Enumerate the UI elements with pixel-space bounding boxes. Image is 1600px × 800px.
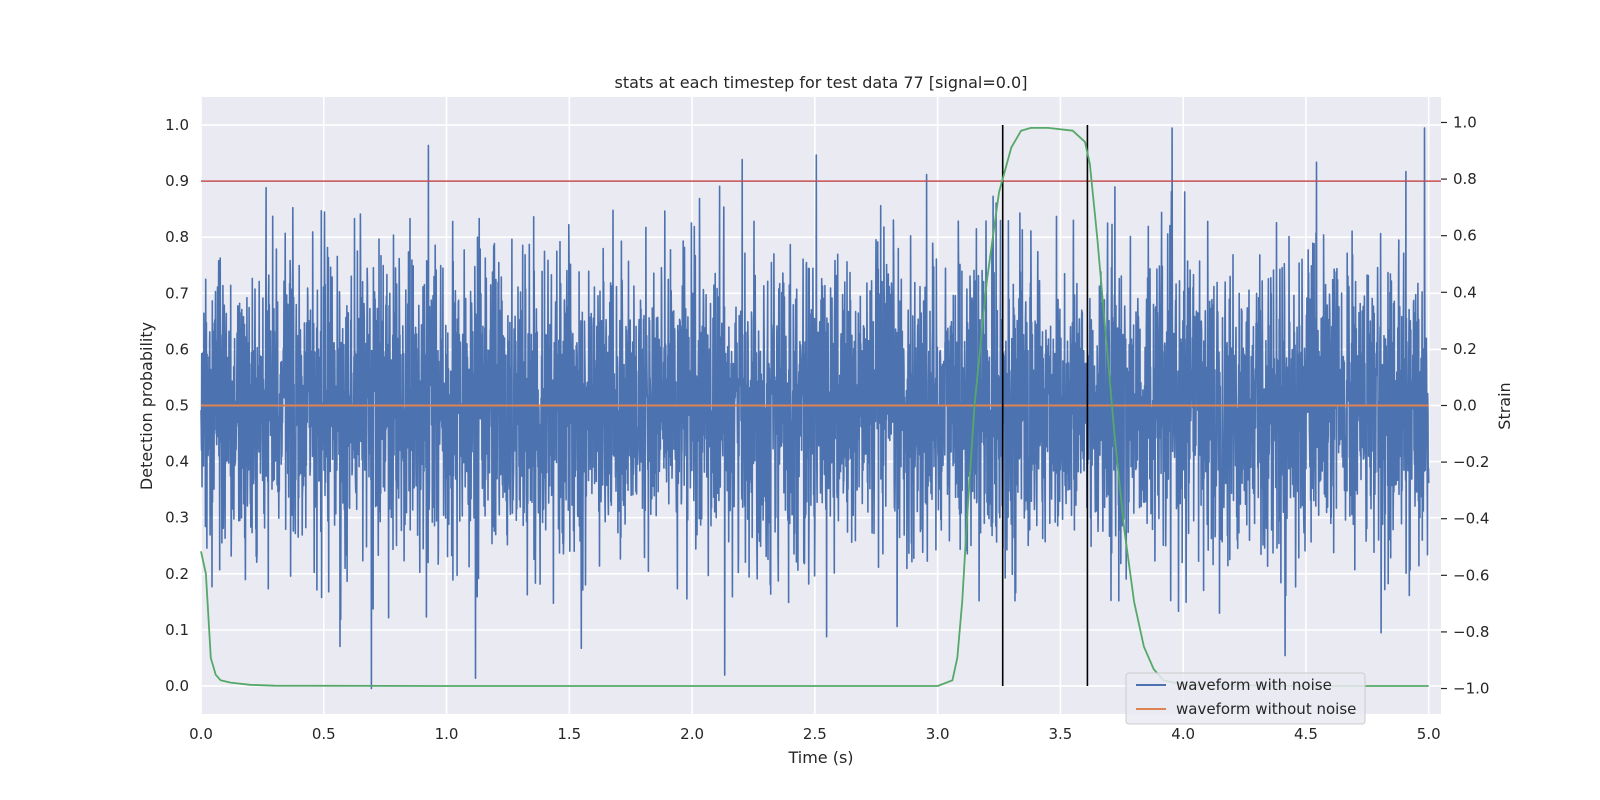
y-right-tick-labels: −1.0 −0.8 −0.6 −0.4 −0.2 0.0 0.2 0.4 0.6 0.8 1.0 xyxy=(1441,113,1489,698)
noisy-waveform-line xyxy=(200,127,1430,690)
x-tick-label: 4.5 xyxy=(1294,725,1318,743)
y-left-tick-label: 0.1 xyxy=(165,621,189,639)
y-left-tick-label: 0.7 xyxy=(165,284,189,302)
y-left-tick-label: 0.9 xyxy=(165,172,189,190)
legend-box xyxy=(1125,672,1366,725)
overlay-lines xyxy=(200,125,1441,687)
y-left-tick-label: 1.0 xyxy=(165,116,189,134)
y-left-tick-label: 0.0 xyxy=(165,677,189,695)
y-right-axis-title: Strain xyxy=(1495,382,1514,429)
detection-probability-line xyxy=(200,127,1429,687)
x-tick-label: 1.5 xyxy=(557,725,581,743)
x-tick-label: 2.5 xyxy=(803,725,827,743)
y-right-tick-label: −0.8 xyxy=(1453,623,1489,641)
y-right-tick-label: 0.8 xyxy=(1453,170,1477,188)
chart-title: stats at each timestep for test data 77 … xyxy=(615,73,1028,92)
y-left-tick-label: 0.8 xyxy=(165,228,189,246)
x-tick-label: 2.0 xyxy=(680,725,704,743)
x-tick-label: 3.0 xyxy=(926,725,950,743)
x-tick-label: 1.0 xyxy=(435,725,459,743)
y-right-tick-label: 1.0 xyxy=(1453,113,1477,131)
y-right-tick-label: −0.2 xyxy=(1453,453,1489,471)
x-tick-label: 0.5 xyxy=(312,725,336,743)
legend-label-noise: waveform with noise xyxy=(1176,676,1332,694)
legend-label-clean: waveform without noise xyxy=(1176,700,1356,718)
x-tick-label: 4.0 xyxy=(1171,725,1195,743)
y-right-tick-label: 0.0 xyxy=(1453,397,1477,415)
y-left-tick-label: 0.3 xyxy=(165,509,189,527)
y-left-axis-title: Detection probability xyxy=(137,322,156,490)
x-axis-title: Time (s) xyxy=(787,748,853,767)
y-right-tick-label: −1.0 xyxy=(1453,680,1489,698)
y-right-tick-label: 0.6 xyxy=(1453,227,1477,245)
y-left-tick-label: 0.6 xyxy=(165,340,189,358)
x-tick-label: 3.5 xyxy=(1048,725,1072,743)
noisy-waveform-series xyxy=(200,127,1430,690)
x-tick-labels: 0.0 0.5 1.0 1.5 2.0 2.5 3.0 3.5 4.0 4.5 5.0 xyxy=(189,725,1441,743)
y-right-tick-label: 0.2 xyxy=(1453,340,1477,358)
y-right-tick-label: 0.4 xyxy=(1453,283,1477,301)
x-tick-label: 5.0 xyxy=(1417,725,1441,743)
y-right-tick-label: −0.4 xyxy=(1453,510,1489,528)
legend: waveform with noise waveform without noi… xyxy=(1125,672,1366,725)
y-right-tick-label: −0.6 xyxy=(1453,566,1489,584)
y-left-tick-label: 0.4 xyxy=(165,453,189,471)
y-left-tick-label: 0.5 xyxy=(165,397,189,415)
y-left-tick-labels: 0.0 0.1 0.2 0.3 0.4 0.5 0.6 0.7 0.8 0.9 1.0 xyxy=(165,116,189,695)
x-tick-label: 0.0 xyxy=(189,725,213,743)
y-left-tick-label: 0.2 xyxy=(165,565,189,583)
